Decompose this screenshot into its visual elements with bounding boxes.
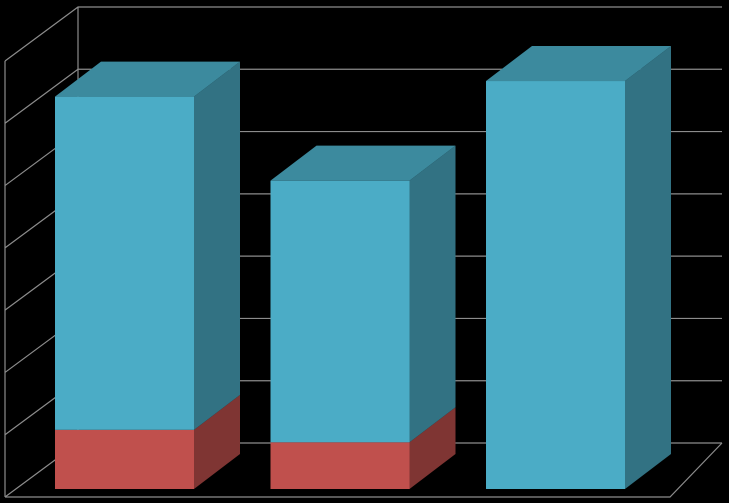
- bar-segment: [486, 81, 625, 490]
- floor-edge: [5, 442, 723, 498]
- bar-side: [625, 46, 671, 490]
- bar-top: [55, 61, 240, 97]
- bar-top: [486, 46, 671, 82]
- bar-segment: [270, 442, 410, 489]
- bar-segment: [270, 180, 410, 443]
- bar-side: [194, 61, 240, 430]
- bar-side: [409, 407, 456, 489]
- bar-segment: [55, 96, 194, 430]
- bar-side: [409, 145, 456, 443]
- bar-side: [194, 394, 240, 489]
- bar-segment: [55, 429, 194, 489]
- bar-top: [270, 145, 456, 181]
